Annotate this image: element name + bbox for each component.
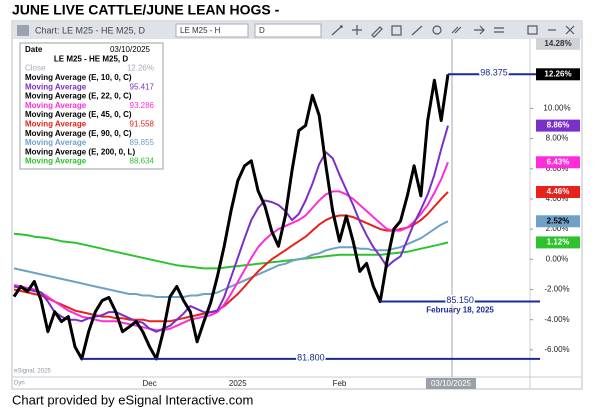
legend-series-name: Moving Average (E, 22, 0, C): [25, 92, 132, 101]
menu-tool[interactable]: [494, 27, 504, 33]
series-line: [13, 232, 449, 270]
y-tick-label: -2.00%: [544, 285, 569, 294]
annotation-note: February 18, 2025: [426, 306, 494, 315]
y-tick-label: 4.00%: [546, 194, 569, 203]
date-box: [426, 378, 476, 389]
interval-input[interactable]: [254, 23, 322, 38]
value-marker-label: 4.46%: [547, 187, 570, 196]
legend-date-label: Date: [25, 45, 43, 54]
legend-box: [19, 42, 164, 170]
legend-series-value: 95.417: [130, 82, 155, 91]
line-tool[interactable]: [411, 25, 423, 36]
y-tick-label: -4.00%: [544, 315, 569, 324]
y-tick-label: -6.00%: [544, 345, 569, 354]
value-marker-label: 12.26%: [544, 69, 571, 78]
value-marker-label: 8.86%: [547, 121, 570, 130]
y-tick-label: 8.00%: [546, 134, 569, 143]
value-marker: [536, 236, 580, 249]
series-line: [12, 74, 450, 361]
legend-series-value: 88.634: [130, 157, 155, 166]
y-tick-label: 2.00%: [546, 224, 569, 233]
footer: Chart provided by eSignal Interactive.co…: [12, 392, 253, 407]
legend-date: 03/10/2025: [110, 45, 151, 54]
legend-series-name: Moving Average (E, 90, 0, C): [25, 129, 132, 138]
legend-close: 12.26%: [127, 64, 154, 73]
legend-close-label: Close: [25, 64, 46, 73]
crosshair-tool[interactable]: [352, 25, 362, 35]
chart-title: JUNE LIVE CATTLE/JUNE LEAN HOGS -: [12, 2, 280, 18]
x-tick-label: Dec: [143, 379, 157, 388]
legend-series-label: Moving Average: [25, 82, 87, 91]
legend-series-label: Moving Average: [25, 138, 87, 147]
y-tick-label: 10.00%: [543, 104, 570, 113]
y-tick-label: 0.00%: [546, 254, 569, 263]
value-marker: [536, 156, 580, 169]
plot: [12, 39, 453, 377]
x-tick-label: 03/10/2025: [431, 379, 472, 388]
x-tick-label: 2025: [229, 379, 247, 388]
y-tick-label: 6.00%: [546, 164, 569, 173]
annotation-label: 81.800: [297, 352, 325, 362]
series-line: [13, 191, 449, 323]
value-marker: [536, 68, 580, 81]
value-marker-label: 2.52%: [547, 216, 570, 225]
series-line: [13, 161, 449, 332]
value-marker-label: 6.43%: [547, 157, 570, 166]
toolbar-icons: [331, 25, 575, 38]
watermark: eSignal, 2025: [14, 369, 51, 375]
arrow-tool[interactable]: [474, 25, 485, 35]
box-tool[interactable]: [391, 25, 402, 36]
series-line: [13, 125, 449, 333]
value-marker-label: 14.28%: [544, 39, 571, 48]
link-tool[interactable]: [451, 26, 462, 34]
window-button[interactable]: [527, 25, 538, 35]
legend-series-value: 91.558: [130, 120, 155, 129]
close-button[interactable]: [565, 25, 575, 35]
legend-symbol: LE M25 - HE M25, D: [54, 54, 128, 63]
x-tick-label: Feb: [333, 379, 347, 388]
legend-series-name: Moving Average (E, 45, 0, C): [25, 110, 132, 119]
circle-tool[interactable]: [432, 25, 442, 35]
symbol-input-text: LE M25 - H: [180, 26, 221, 35]
toolbar-caption: Chart: LE M25 - HE M25, D: [35, 25, 146, 35]
value-marker: [536, 119, 580, 132]
legend-series-name: Moving Average (E, 10, 0, C): [25, 73, 132, 82]
value-marker: [536, 186, 580, 199]
symbol-input[interactable]: [175, 23, 249, 38]
annotation-label: 85.150: [446, 295, 474, 305]
value-marker: [536, 37, 580, 50]
value-marker-label: 1.12%: [547, 238, 570, 247]
interval-input-text: D: [259, 26, 265, 35]
pencil-tool[interactable]: [371, 26, 383, 38]
annotation-label: 98.375: [480, 68, 508, 78]
legend-series-name: Moving Average (E, 200, 0, L): [25, 147, 135, 156]
legend-series-value: 89.855: [130, 138, 155, 147]
value-marker: [536, 215, 580, 228]
toolbar-icon: [17, 25, 29, 36]
draw-tool[interactable]: [331, 25, 343, 36]
legend-series-label: Moving Average: [25, 101, 87, 110]
mode-label: Dyn: [14, 381, 25, 387]
legend-series-label: Moving Average: [25, 157, 87, 166]
legend-series-value: 93.286: [130, 101, 155, 110]
legend-series-label: Moving Average: [25, 120, 87, 129]
